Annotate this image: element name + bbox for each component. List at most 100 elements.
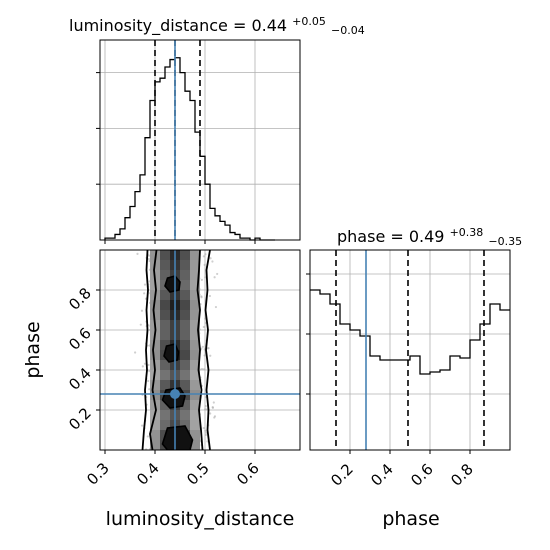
density-cell xyxy=(190,350,200,360)
y-tick-label: 0.6 xyxy=(65,324,95,354)
x-tick-label: 0.8 xyxy=(447,460,477,490)
density-cell xyxy=(190,340,200,350)
sample-point xyxy=(146,435,149,438)
scatter-panel: 0.3 0.4 0.5 0.6 0.2 0.4 0.6 0.8 luminosity_dist… xyxy=(22,249,301,530)
hist-distance-panel: luminosity_distance = 0.44 +0.05 −0.04 xyxy=(69,15,365,244)
density-cell xyxy=(180,420,190,430)
sample-point xyxy=(143,292,146,295)
sample-point xyxy=(202,255,205,258)
density-cell xyxy=(160,370,170,380)
x-axis-label-distance: luminosity_distance xyxy=(106,508,295,530)
density-cell xyxy=(180,370,190,380)
sample-point xyxy=(213,276,216,279)
sample-point xyxy=(139,323,142,326)
contour-line xyxy=(149,250,158,450)
sample-point xyxy=(143,283,147,286)
density-cell xyxy=(150,340,160,350)
density-cell xyxy=(190,390,200,400)
density-cell xyxy=(180,400,190,410)
density-cell xyxy=(150,380,160,390)
density-cell xyxy=(190,360,200,370)
sample-point xyxy=(202,368,206,371)
sample-point xyxy=(209,354,212,357)
density-cell xyxy=(190,290,200,300)
density-cell xyxy=(180,350,190,360)
density-cell xyxy=(160,420,170,430)
y-tick-label: 0.2 xyxy=(65,404,95,434)
density-cell xyxy=(190,410,200,420)
density-cell xyxy=(160,330,170,340)
hist-phase-panel: 0.2 0.4 0.6 0.8 phase phase = 0.49 +0.38 −0… xyxy=(306,226,522,530)
density-cell xyxy=(150,420,160,430)
density-cell xyxy=(160,400,170,410)
density-cell xyxy=(150,440,160,450)
sample-point xyxy=(143,362,147,365)
x-tick-label: 0.4 xyxy=(367,460,397,490)
contour-line xyxy=(204,250,211,450)
sample-point xyxy=(204,405,207,408)
density-cell xyxy=(190,380,200,390)
hist-distance-frame xyxy=(99,39,301,241)
density-cell xyxy=(180,340,190,350)
sample-point xyxy=(204,408,207,411)
density-cell xyxy=(190,420,200,430)
sample-point xyxy=(204,429,207,432)
sample-point xyxy=(200,367,204,371)
sample-point xyxy=(204,253,207,256)
x-axis-label-phase: phase xyxy=(382,508,439,530)
sample-point xyxy=(203,354,206,357)
density-cell xyxy=(180,300,190,310)
sample-point xyxy=(204,433,208,437)
density-cell xyxy=(190,320,200,330)
sample-point xyxy=(140,309,144,312)
sample-point xyxy=(148,388,151,391)
sample-point xyxy=(141,365,144,368)
y-axis-label-phase: phase xyxy=(22,321,44,378)
density-cell xyxy=(180,330,190,340)
density-cell xyxy=(190,370,200,380)
x-tick-label: 0.5 xyxy=(183,459,213,489)
density-cell xyxy=(160,380,170,390)
density-cell xyxy=(180,270,190,280)
hist-distance-steps xyxy=(104,57,275,241)
sample-point xyxy=(211,260,214,263)
x-tick-label: 0.2 xyxy=(327,460,357,490)
density-cell xyxy=(160,290,170,300)
density-cell xyxy=(180,250,190,260)
sample-point xyxy=(211,406,215,409)
sample-point xyxy=(213,416,216,419)
density-cell xyxy=(190,430,200,440)
density-cell xyxy=(180,380,190,390)
contour-line xyxy=(141,250,149,450)
density-cell xyxy=(160,300,170,310)
sample-point xyxy=(202,426,205,430)
sample-point xyxy=(134,351,137,354)
density-cell xyxy=(190,300,200,310)
density-cell xyxy=(190,270,200,280)
density-cell xyxy=(150,430,160,440)
density-cell xyxy=(190,400,200,410)
sample-point xyxy=(200,347,203,350)
density-cell xyxy=(150,350,160,360)
distance-title: luminosity_distance = 0.44 +0.05 −0.04 xyxy=(69,15,365,37)
x-tick-label: 0.4 xyxy=(133,459,163,489)
hist-phase-frame xyxy=(309,249,511,451)
density-cell xyxy=(150,310,160,320)
density-cell xyxy=(160,260,170,270)
sample-point xyxy=(147,257,150,261)
density-cell xyxy=(180,410,190,420)
sample-point xyxy=(201,345,204,348)
sample-point xyxy=(147,254,151,257)
hist-phase-steps xyxy=(310,289,510,375)
contour-line xyxy=(196,250,204,450)
sample-point xyxy=(216,272,219,276)
density-cell xyxy=(160,340,170,350)
density-cell xyxy=(190,250,200,260)
sample-point xyxy=(214,305,218,309)
density-cell xyxy=(160,310,170,320)
sample-point xyxy=(208,294,212,298)
y-tick-label: 0.4 xyxy=(65,364,95,394)
sample-point xyxy=(200,296,203,299)
sample-point xyxy=(205,408,208,411)
